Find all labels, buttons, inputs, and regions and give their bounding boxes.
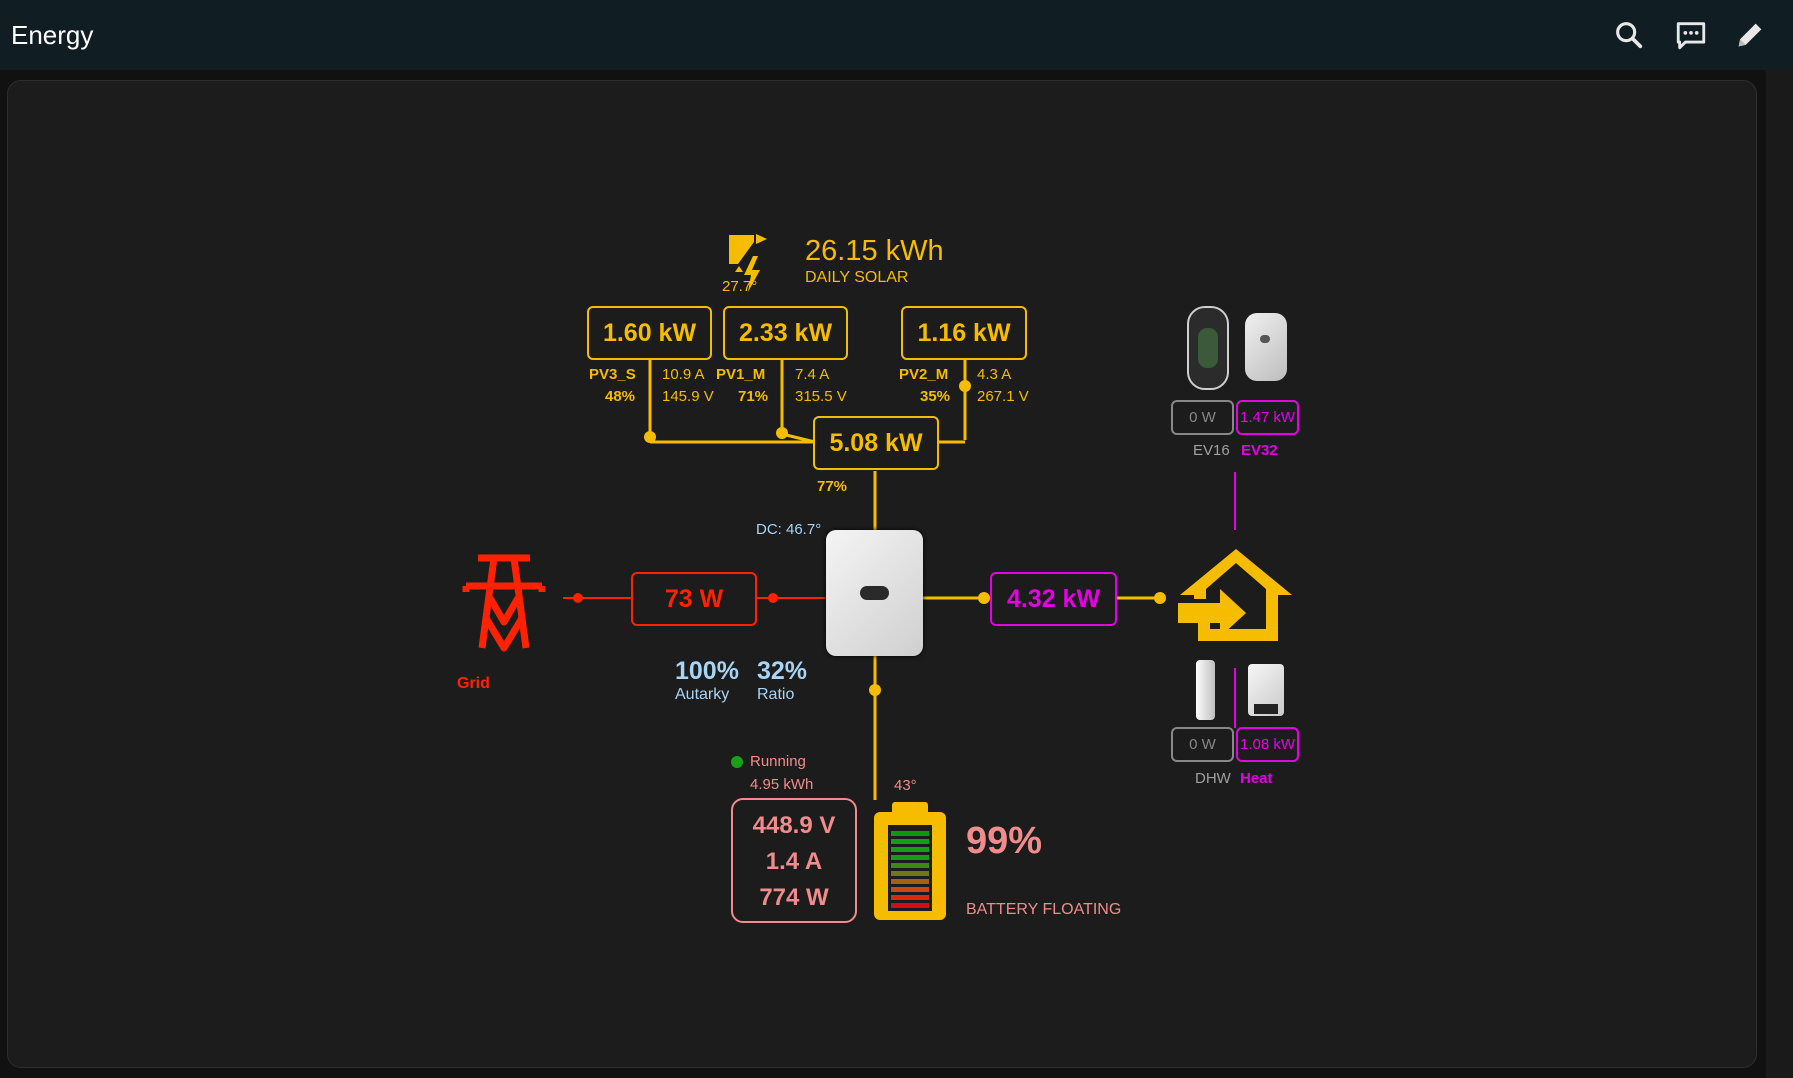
battery-icon[interactable] (874, 802, 946, 920)
pv2-name: PV2_M (899, 366, 949, 383)
pv3-voltage: 145.9 V (662, 388, 714, 405)
ratio-value: 32% (757, 657, 808, 685)
battery-temperature: 43° (894, 777, 917, 794)
scrollbar[interactable] (1766, 70, 1793, 1078)
transmission-tower-icon[interactable] (462, 552, 546, 657)
battery-stats-box[interactable]: 448.9 V 1.4 A 774 W (731, 798, 857, 923)
battery-level-bar (891, 863, 929, 868)
battery-energy: 4.95 kWh (750, 776, 814, 793)
heat-label: Heat (1240, 770, 1273, 787)
battery-current: 1.4 A (765, 848, 823, 875)
ev16-label: EV16 (1193, 442, 1230, 459)
battery-state: BATTERY FLOATING (966, 901, 1122, 918)
solar-total-percent: 77% (817, 478, 848, 495)
grid-label: Grid (457, 675, 490, 692)
battery-level-bar (891, 887, 929, 892)
pv2-power-box[interactable]: 1.16 kW (901, 306, 1027, 360)
pv1-power-box[interactable]: 2.33 kW (723, 306, 848, 360)
battery-level-bar (891, 855, 929, 860)
battery-power: 774 W (759, 884, 829, 911)
ev16-charger-screen (1198, 328, 1218, 368)
daily-solar-value: 26.15 kWh (805, 235, 944, 267)
search-icon[interactable] (1612, 18, 1646, 52)
battery-level-bar (891, 895, 929, 900)
ev32-charger-led (1260, 335, 1270, 343)
pv1-current: 7.4 A (795, 366, 830, 383)
battery-level-bar (891, 871, 929, 876)
inverter-image[interactable] (826, 530, 923, 656)
battery-level-bar (891, 831, 929, 836)
heat-pump-image[interactable] (1248, 664, 1284, 716)
pv3-name: PV3_S (589, 366, 636, 383)
battery-level-bar (891, 839, 929, 844)
pencil-icon[interactable] (1733, 18, 1767, 52)
battery-body (874, 812, 946, 920)
solar-weather-icon (724, 230, 784, 297)
ev16-charger-image[interactable] (1187, 306, 1229, 390)
pv1-name: PV1_M (716, 366, 766, 383)
home-import-icon[interactable] (1176, 543, 1296, 650)
pv2-current: 4.3 A (977, 366, 1012, 383)
ratio-label: Ratio (757, 686, 795, 703)
battery-terminal (892, 802, 928, 814)
page-title: Energy (11, 20, 94, 50)
battery-level-bar (891, 847, 929, 852)
battery-status: Running (750, 753, 806, 770)
autarky-label: Autarky (675, 686, 730, 703)
pv2-percent: 35% (920, 388, 951, 405)
solar-total-box[interactable]: 5.08 kW (813, 416, 939, 470)
pv3-percent: 48% (605, 388, 636, 405)
load-power-box[interactable]: 4.32 kW (990, 572, 1117, 626)
top-app-bar: Energy (0, 0, 1793, 70)
grid-power-box[interactable]: 73 W (631, 572, 757, 626)
pv1-voltage: 315.5 V (795, 388, 847, 405)
ev32-power-box[interactable]: 1.47 kW (1236, 400, 1299, 435)
battery-level-bar (891, 879, 929, 884)
battery-soc: 99% (966, 820, 1043, 862)
pv3-current: 10.9 A (662, 366, 705, 383)
ev32-charger-image[interactable] (1245, 313, 1287, 381)
ev16-power-box[interactable]: 0 W (1171, 400, 1234, 435)
heat-pump-base (1254, 704, 1278, 714)
dhw-label: DHW (1195, 770, 1231, 787)
pv3-power-box[interactable]: 1.60 kW (587, 306, 712, 360)
battery-running-dot (731, 756, 743, 768)
heat-power-box[interactable]: 1.08 kW (1236, 727, 1299, 762)
daily-solar-label: DAILY SOLAR (805, 269, 909, 286)
inverter-display (860, 586, 889, 600)
autarky-value: 100% (675, 657, 739, 685)
battery-level-bar (891, 903, 929, 908)
ev32-label: EV32 (1241, 442, 1278, 459)
pv1-percent: 71% (738, 388, 769, 405)
battery-voltage: 448.9 V (752, 812, 836, 839)
sun-temperature: 27.7° (722, 278, 758, 295)
dhw-boiler-image[interactable] (1196, 660, 1215, 720)
battery-level-bars (888, 825, 932, 911)
dhw-power-box[interactable]: 0 W (1171, 727, 1234, 762)
pv2-voltage: 267.1 V (977, 388, 1029, 405)
inverter-dc-temperature: DC: 46.7° (756, 521, 822, 538)
assist-chat-icon[interactable] (1674, 18, 1708, 52)
